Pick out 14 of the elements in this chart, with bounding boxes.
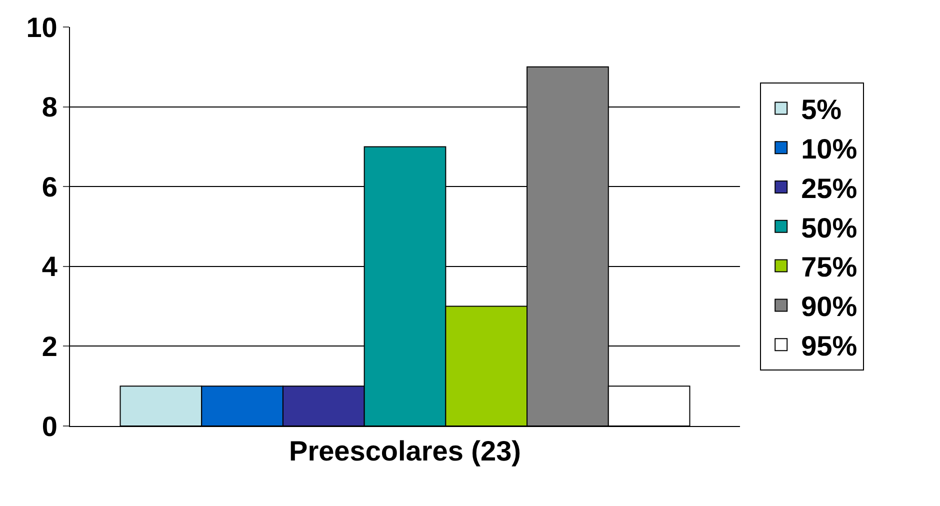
y-tick-label: 0 bbox=[42, 410, 58, 442]
y-tick-label: 6 bbox=[42, 171, 58, 202]
y-tick-label: 10 bbox=[26, 12, 58, 43]
legend-label: 25% bbox=[801, 172, 858, 204]
legend-label: 50% bbox=[801, 212, 858, 244]
legend-label: 10% bbox=[801, 134, 858, 165]
legend-label: 5% bbox=[801, 94, 842, 126]
y-tick-label: 8 bbox=[42, 92, 58, 123]
y-tick-label: 4 bbox=[42, 251, 58, 282]
x-tick-label: Preescolares (23) bbox=[289, 436, 521, 467]
legend-label: 90% bbox=[801, 291, 858, 322]
y-tick-label: 2 bbox=[42, 331, 58, 362]
legend-label: 95% bbox=[801, 330, 858, 362]
legend-label: 75% bbox=[801, 252, 858, 283]
